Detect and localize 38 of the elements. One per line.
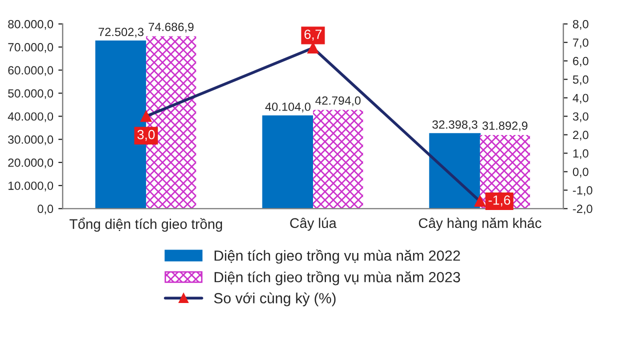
data-label: 6,7 (304, 30, 322, 41)
y2-tick-label: 8,0 (572, 20, 588, 30)
y2-tick-label: 7,0 (573, 38, 588, 48)
y2-tick-label: 1,0 (573, 149, 588, 160)
legend-label: Diện tích gieo trồng vụ mùa năm 2022 (214, 249, 460, 264)
y-tick-label: 10.000,0 (8, 182, 54, 192)
x-tick-label: Cây hàng năm khác (418, 218, 542, 231)
y-tick-label: 70.000,0 (8, 43, 54, 53)
data-label: 72.502,3 (98, 28, 144, 38)
y-tick-label: 50.000,0 (8, 89, 54, 99)
data-label: 40.104,0 (265, 102, 310, 112)
y2-tick-label: 0,0 (572, 168, 588, 178)
data-label: -1,6 (488, 195, 510, 206)
y-tick-label: 20.000,0 (8, 158, 54, 168)
y-tick-label: 80.000,0 (8, 20, 54, 30)
bar (262, 115, 314, 209)
bar (313, 110, 364, 209)
y2-tick-label: 5,0 (572, 75, 588, 86)
y2-tick-label: -1,0 (572, 186, 592, 196)
legend-label: So với cùng kỳ (%) (214, 292, 336, 306)
y2-tick-label: -2,0 (572, 204, 592, 214)
bar (429, 133, 481, 209)
y-tick-label: 0,0 (38, 204, 54, 214)
y2-tick-label: 4,0 (572, 94, 588, 104)
data-label: 32.398,3 (432, 120, 478, 130)
y-tick-label: 30.000,0 (8, 135, 54, 146)
y-tick-label: 40.000,0 (8, 112, 54, 122)
y2-tick-label: 3,0 (572, 112, 588, 122)
x-tick-label: Tổng diện tích gieo trồng (70, 218, 222, 232)
data-label: 42.794,0 (315, 96, 361, 106)
x-tick-label: Cây lúa (290, 218, 337, 231)
data-label: 31.892,9 (482, 122, 528, 132)
y2-tick-label: 2,0 (573, 130, 588, 141)
legend-label: Diện tích gieo trồng vụ mùa năm 2023 (214, 270, 460, 286)
y2-tick-label: 6,0 (573, 56, 588, 67)
data-label: 3,0 (137, 130, 155, 141)
data-label: 74.686,9 (148, 22, 194, 32)
y-tick-label: 60.000,0 (8, 66, 54, 76)
